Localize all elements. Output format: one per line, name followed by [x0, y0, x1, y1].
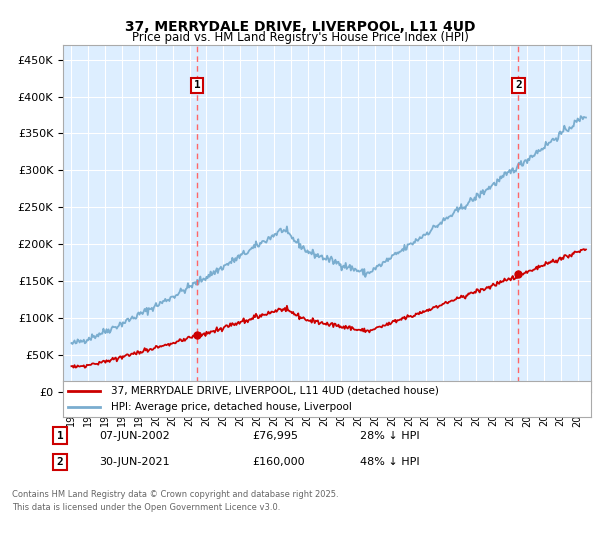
Text: Contains HM Land Registry data © Crown copyright and database right 2025.
This d: Contains HM Land Registry data © Crown c…: [12, 490, 338, 512]
Text: 1: 1: [194, 81, 200, 90]
Text: 37, MERRYDALE DRIVE, LIVERPOOL, L11 4UD (detached house): 37, MERRYDALE DRIVE, LIVERPOOL, L11 4UD …: [110, 386, 439, 396]
Text: 28% ↓ HPI: 28% ↓ HPI: [360, 431, 419, 441]
Text: Price paid vs. HM Land Registry's House Price Index (HPI): Price paid vs. HM Land Registry's House …: [131, 31, 469, 44]
Text: £76,995: £76,995: [252, 431, 298, 441]
Text: 1: 1: [56, 431, 64, 441]
Text: 07-JUN-2002: 07-JUN-2002: [99, 431, 170, 441]
Text: £160,000: £160,000: [252, 457, 305, 467]
Text: HPI: Average price, detached house, Liverpool: HPI: Average price, detached house, Live…: [110, 402, 352, 412]
Text: 48% ↓ HPI: 48% ↓ HPI: [360, 457, 419, 467]
Text: 37, MERRYDALE DRIVE, LIVERPOOL, L11 4UD: 37, MERRYDALE DRIVE, LIVERPOOL, L11 4UD: [125, 20, 475, 34]
Text: 2: 2: [56, 457, 64, 467]
Text: 2: 2: [515, 81, 522, 90]
Text: 30-JUN-2021: 30-JUN-2021: [99, 457, 170, 467]
